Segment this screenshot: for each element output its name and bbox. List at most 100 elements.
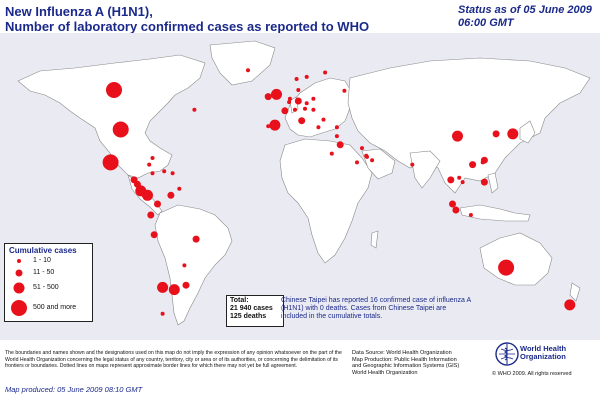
case-marker-0 bbox=[106, 82, 122, 98]
case-marker-6 bbox=[150, 171, 155, 176]
case-marker-60 bbox=[480, 178, 488, 186]
legend-circle-4 bbox=[11, 300, 27, 316]
who-name-line-1: World Health bbox=[520, 344, 567, 353]
case-marker-4 bbox=[192, 107, 197, 112]
legend-label-4: 500 and more bbox=[33, 304, 77, 311]
north-america bbox=[17, 54, 206, 179]
case-marker-68 bbox=[498, 259, 515, 276]
australia bbox=[479, 232, 553, 286]
case-marker-36 bbox=[311, 96, 316, 101]
legend-label-3: 51 - 500 bbox=[33, 284, 59, 291]
case-marker-21 bbox=[182, 281, 190, 289]
total-cases: 21 940 cases bbox=[230, 305, 273, 312]
case-marker-16 bbox=[177, 186, 182, 191]
greenland bbox=[209, 40, 276, 86]
legend-symbols bbox=[11, 259, 27, 316]
case-marker-45 bbox=[334, 125, 339, 130]
case-marker-5 bbox=[170, 171, 175, 176]
case-marker-58 bbox=[507, 128, 519, 140]
copyright: © WHO 2009. All rights reserved bbox=[492, 371, 572, 377]
case-marker-37 bbox=[296, 88, 301, 92]
case-markers bbox=[102, 68, 576, 316]
case-marker-34 bbox=[303, 106, 307, 111]
legend-circle-2 bbox=[15, 269, 23, 277]
japan bbox=[519, 120, 536, 144]
legend-title: Cumulative cases bbox=[9, 246, 77, 255]
india bbox=[409, 150, 441, 189]
case-marker-24 bbox=[160, 311, 165, 316]
indonesia bbox=[459, 204, 531, 222]
case-marker-26 bbox=[264, 93, 272, 101]
total-box: Total: 21 940 cases 125 deaths bbox=[226, 295, 284, 327]
map-title: New Influenza A (H1N1), Number of labora… bbox=[5, 4, 425, 34]
case-marker-1 bbox=[112, 121, 129, 138]
case-marker-56 bbox=[469, 161, 477, 169]
case-marker-23 bbox=[157, 281, 169, 293]
data-source: Data Source: World Health Organization M… bbox=[352, 350, 487, 376]
case-marker-22 bbox=[168, 284, 180, 296]
case-marker-49 bbox=[342, 88, 347, 93]
legend-circle-3 bbox=[13, 282, 25, 294]
total-label: Total: bbox=[230, 297, 249, 304]
case-marker-39 bbox=[294, 77, 299, 81]
source-line-4: World Health Organization bbox=[352, 369, 418, 376]
new-zealand bbox=[569, 282, 581, 302]
case-marker-70 bbox=[480, 160, 485, 165]
case-marker-61 bbox=[447, 176, 455, 184]
case-marker-46 bbox=[336, 141, 344, 149]
source-line-1: Data Source: World Health Organization bbox=[352, 350, 452, 356]
case-marker-50 bbox=[355, 160, 359, 165]
case-marker-69 bbox=[564, 299, 576, 311]
disclaimer: The boundaries and names shown and the d… bbox=[5, 350, 342, 370]
case-marker-38 bbox=[304, 74, 309, 79]
case-marker-62 bbox=[457, 175, 462, 180]
africa bbox=[279, 138, 373, 264]
legend: Cumulative cases 1 - 10 11 - 50 51 - 500… bbox=[4, 243, 93, 322]
case-marker-51 bbox=[360, 146, 364, 151]
world-map bbox=[0, 33, 600, 340]
status-date: Status as of 05 June 2009 06:00 GMT bbox=[458, 4, 598, 30]
case-marker-66 bbox=[468, 213, 473, 217]
case-marker-20 bbox=[182, 263, 187, 268]
case-marker-12 bbox=[142, 189, 153, 201]
case-marker-44 bbox=[304, 101, 309, 106]
case-marker-57 bbox=[492, 130, 500, 138]
who-name: World Health Organization bbox=[520, 345, 566, 361]
case-marker-55 bbox=[452, 130, 463, 142]
case-marker-2 bbox=[102, 154, 119, 171]
madagascar bbox=[370, 230, 379, 249]
total-deaths: 125 deaths bbox=[230, 313, 267, 320]
case-marker-35 bbox=[298, 117, 306, 125]
status-line-2: 06:00 GMT bbox=[458, 17, 514, 29]
case-marker-28 bbox=[266, 124, 271, 129]
case-marker-54 bbox=[370, 158, 375, 163]
case-marker-43 bbox=[311, 107, 316, 112]
case-marker-3 bbox=[246, 68, 250, 73]
status-line-1: Status as of 05 June 2009 bbox=[458, 4, 592, 16]
source-line-3: and Geographic Information Systems (GIS) bbox=[352, 363, 460, 370]
case-marker-19 bbox=[192, 235, 200, 243]
case-marker-48 bbox=[334, 134, 339, 139]
case-marker-13 bbox=[154, 200, 161, 208]
case-marker-15 bbox=[162, 169, 167, 174]
case-marker-17 bbox=[147, 211, 155, 219]
legend-circle-1 bbox=[17, 259, 21, 263]
case-marker-65 bbox=[452, 206, 460, 214]
case-marker-63 bbox=[460, 180, 465, 185]
source-line-2: Map Production: Public Health Informatio… bbox=[352, 356, 457, 363]
title-line-1: New Influenza A (H1N1), bbox=[5, 4, 153, 19]
legend-label-2: 11 - 50 bbox=[33, 269, 55, 276]
case-marker-30 bbox=[294, 97, 302, 105]
case-marker-40 bbox=[323, 70, 328, 75]
case-marker-42 bbox=[321, 117, 326, 122]
case-marker-27 bbox=[269, 119, 281, 131]
title-line-2: Number of laboratory confirmed cases as … bbox=[5, 19, 370, 34]
case-marker-31 bbox=[287, 96, 292, 101]
case-marker-53 bbox=[364, 153, 369, 158]
case-marker-8 bbox=[150, 156, 155, 160]
case-marker-41 bbox=[316, 125, 321, 130]
map-produced-date: Map produced: 05 June 2009 08:10 GMT bbox=[5, 385, 143, 394]
case-marker-32 bbox=[287, 100, 292, 105]
case-marker-67 bbox=[410, 162, 415, 167]
who-emblem-icon bbox=[495, 342, 519, 366]
